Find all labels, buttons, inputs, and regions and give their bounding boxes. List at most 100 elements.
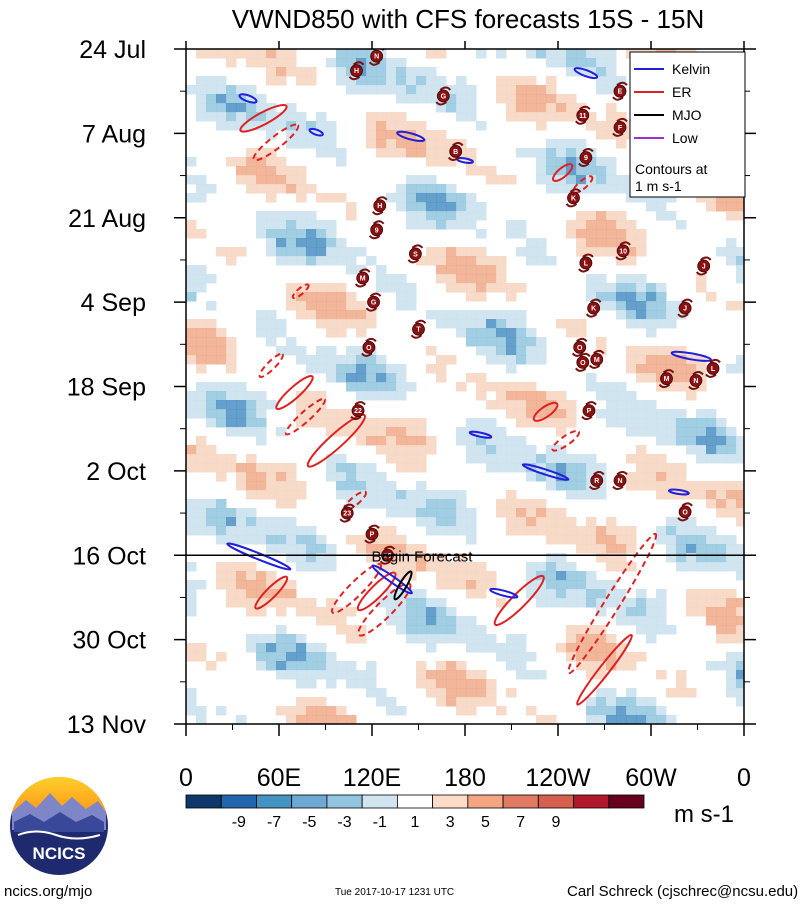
colorbar-label: -1 (373, 814, 387, 831)
storm-label: B (453, 149, 458, 156)
storm-marker: T (410, 319, 427, 339)
y-tick-label: 4 Sep (81, 289, 146, 317)
storm-label: H (377, 203, 382, 210)
footer-timestamp: Tue 2017-10-17 1231 UTC (335, 887, 455, 898)
colorbar-swatch (432, 794, 469, 809)
storm-label: G (441, 94, 447, 101)
y-tick-label: 2 Oct (86, 458, 146, 486)
storm-label: L (584, 260, 589, 267)
colorbar-units: m s-1 (674, 801, 734, 828)
chart-title: VWND850 with CFS forecasts 15S - 15N (232, 4, 705, 34)
colorbar-label: 1 (411, 814, 420, 831)
storm-marker: S (407, 244, 424, 264)
logo-sky (12, 776, 106, 812)
colorbar-swatch (326, 794, 363, 809)
colorbar: -9 -7 -5 -3 -1 1 3 5 7 9 (185, 794, 645, 831)
storm-label: H (354, 68, 359, 75)
storm-marker: J (677, 298, 693, 318)
colorbar-label: 5 (481, 814, 490, 831)
colorbar-label: -7 (267, 814, 281, 831)
storm-marker: M (354, 268, 371, 288)
storm-marker: N (688, 370, 704, 390)
colorbar-label: 9 (551, 814, 560, 831)
storm-label: O (366, 345, 372, 352)
y-tick-label: 21 Aug (68, 205, 146, 233)
storm-label: K (571, 195, 576, 202)
storm-marker: O (575, 352, 591, 372)
colorbar-swatch (361, 794, 398, 809)
storm-label: 9 (375, 227, 379, 234)
legend-note-line1: Contours at (635, 161, 707, 177)
storm-label: M (594, 357, 600, 364)
storm-marker: P (581, 401, 597, 421)
x-tick-label: 180 (444, 764, 486, 792)
colorbar-swatch (573, 794, 610, 809)
storm-marker: R (588, 471, 605, 491)
storm-label: F (618, 125, 623, 132)
storm-marker: K (565, 188, 582, 208)
storm-label: 9 (584, 155, 588, 162)
tropical-cyclone-tracks: N H G E 11 F B 9 K H 9 10 S L J M G K J T O O O M L M N 22 P R N 23 O P 26 (339, 49, 721, 565)
legend-label-mjo: MJO (672, 107, 702, 123)
colorbar-swatch (220, 794, 257, 809)
colorbar-swatch (467, 794, 504, 809)
storm-marker: G (435, 86, 452, 106)
logo-mountains-front (14, 812, 104, 832)
storm-marker: 11 (575, 105, 591, 125)
x-tick-label: 0 (179, 764, 193, 792)
x-tick-label: 60W (625, 764, 677, 792)
storm-label: N (374, 54, 379, 61)
legend-box (629, 51, 746, 198)
storm-label: P (370, 532, 375, 539)
y-tick-label: 30 Oct (72, 627, 146, 655)
storm-marker: N (612, 471, 628, 491)
storm-marker: L (705, 358, 721, 378)
wave-filter-contours (226, 67, 713, 706)
storm-label: O (577, 345, 583, 352)
storm-label: M (664, 376, 670, 383)
storm-label: 11 (579, 113, 587, 120)
logo-wave (17, 830, 101, 840)
colorbar-label: -5 (302, 814, 316, 831)
colorbar-swatch (291, 794, 328, 809)
storm-marker: 9 (368, 220, 385, 240)
storm-label: P (587, 408, 592, 415)
colorbar-swatch (396, 794, 434, 809)
storm-label: 26 (384, 553, 392, 560)
storm-label: L (711, 366, 716, 373)
storm-marker: M (588, 349, 605, 369)
storm-label: K (591, 306, 596, 313)
storm-marker: L (578, 253, 594, 273)
storm-marker: 23 (339, 503, 355, 523)
storm-marker: 9 (578, 147, 594, 167)
storm-label: R (594, 478, 599, 485)
colorbar-swatch (256, 794, 293, 809)
x-tick-label: 60E (257, 764, 301, 792)
x-tick-label: 0 (737, 764, 751, 792)
footer-website: ncics.org/mjo (4, 883, 93, 900)
axes: 0 60E 120E 180 120W 60W 0 24 Jul 7 Aug 21 Aug 4 Se… (67, 36, 756, 792)
x-tick-label: 120W (525, 764, 591, 792)
colorbar-swatch (185, 794, 222, 809)
storm-marker: O (677, 502, 693, 522)
x-tick-label: 120E (343, 764, 401, 792)
logo-text: NCICS (33, 844, 86, 863)
ncics-logo: NCICS (10, 776, 108, 875)
colorbar-swatch (537, 794, 574, 809)
storm-marker: K (585, 298, 602, 318)
storm-marker: J (695, 256, 712, 276)
y-tick-label: 16 Oct (72, 542, 146, 570)
storm-marker: G (365, 292, 382, 312)
storm-marker: 22 (350, 401, 366, 421)
storm-label: S (413, 251, 418, 258)
colorbar-label: 3 (446, 814, 455, 831)
storm-label: J (702, 263, 706, 270)
storm-label: N (617, 478, 622, 485)
y-tick-label: 18 Sep (67, 374, 146, 402)
storm-marker: O (361, 337, 377, 357)
storm-label: J (683, 306, 687, 313)
legend-label-low: Low (672, 130, 699, 146)
storm-label: O (580, 360, 586, 367)
